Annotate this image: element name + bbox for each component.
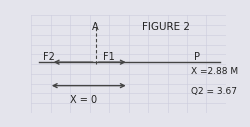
- Text: X =2.88 M: X =2.88 M: [190, 67, 237, 76]
- Text: P: P: [193, 52, 199, 62]
- Text: FIGURE 2: FIGURE 2: [142, 22, 190, 32]
- Text: F1: F1: [103, 52, 115, 62]
- Text: X = 0: X = 0: [70, 95, 97, 105]
- Text: Q2 = 3.67: Q2 = 3.67: [190, 87, 236, 96]
- Text: A: A: [92, 22, 98, 32]
- Text: F2: F2: [43, 52, 54, 62]
